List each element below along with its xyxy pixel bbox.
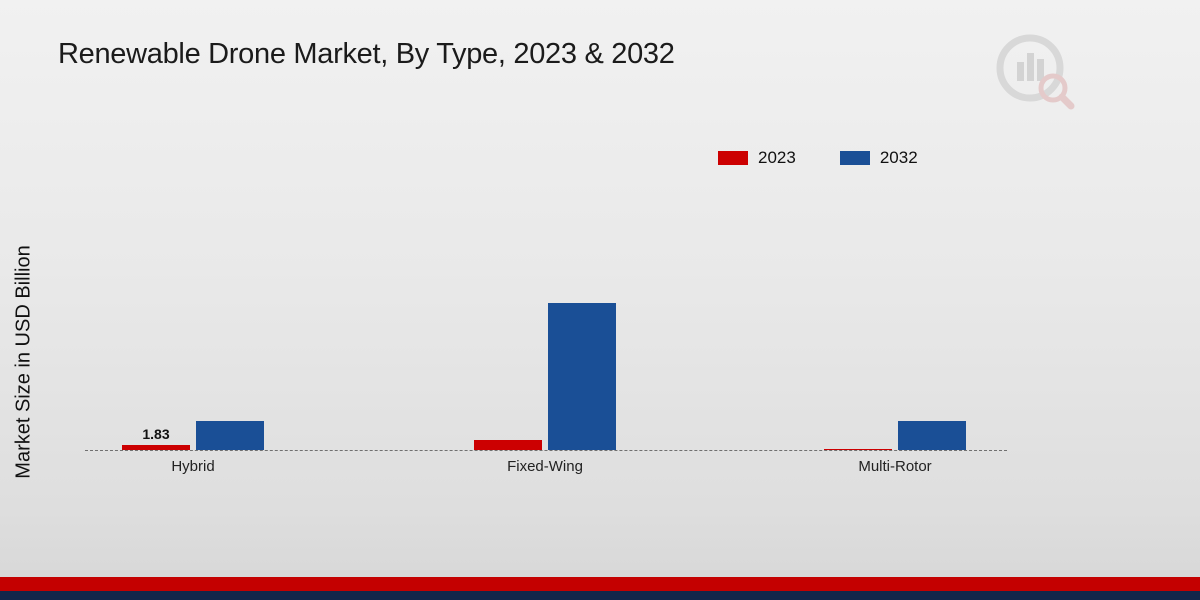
legend-item-2023: 2023 <box>718 148 796 168</box>
legend-swatch-2023 <box>718 151 748 165</box>
bar-2023-multi-rotor <box>824 448 892 450</box>
category-label-fixed-wing: Fixed-Wing <box>507 458 583 475</box>
brand-logo <box>992 30 1080 117</box>
legend-swatch-2032 <box>839 151 870 165</box>
bar-2023-fixed-wing <box>474 440 542 450</box>
bar-group-hybrid: 1.83 Hybrid <box>122 421 264 475</box>
bar-2032-multi-rotor <box>898 420 966 450</box>
legend-label-2023: 2023 <box>758 148 796 167</box>
category-label-multi-rotor: Multi-Rotor <box>858 458 932 475</box>
chart-title: Renewable Drone Market, By Type, 2023 & … <box>58 38 675 70</box>
bar-group-fixed-wing: Fixed-Wing <box>474 303 616 475</box>
bar-2032-hybrid <box>196 421 264 450</box>
bar-chart-magnifier-icon <box>996 34 1075 110</box>
bar-group-multi-rotor: Multi-Rotor <box>824 420 966 475</box>
legend-item-2032: 2032 <box>839 148 918 168</box>
legend-label-2032: 2032 <box>879 148 918 167</box>
footer-red-stripe <box>0 577 1200 591</box>
bar-2023-hybrid <box>122 445 190 450</box>
footer-navy-stripe <box>0 591 1200 600</box>
x-axis-baseline <box>85 450 1007 451</box>
bar-value-label-hybrid: 1.83 <box>142 426 170 443</box>
category-label-hybrid: Hybrid <box>171 458 215 475</box>
legend: 2023 2032 <box>718 148 918 168</box>
bar-2032-fixed-wing <box>548 303 616 450</box>
